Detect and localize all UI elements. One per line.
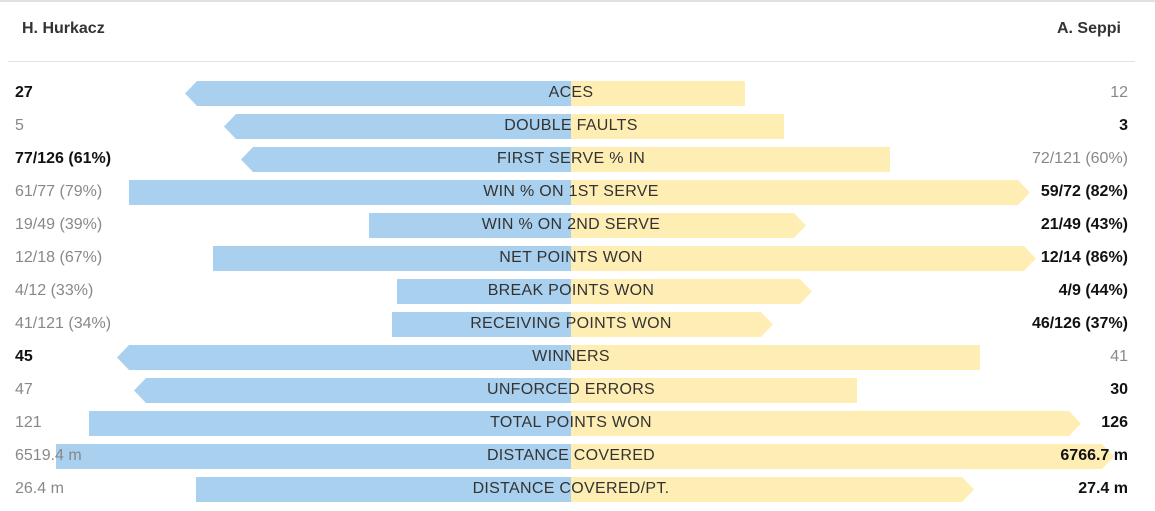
left-player-value: 5	[15, 117, 24, 134]
stat-label: TOTAL POINTS WON	[490, 414, 652, 431]
left-player-bar	[56, 444, 571, 469]
left-player-value: 6519.4 m	[15, 447, 82, 464]
right-player-bar	[571, 345, 980, 370]
stat-row: WIN % ON 2ND SERVE 19/49 (39%) 21/49 (43%)	[0, 209, 1155, 242]
right-player-bar	[571, 213, 806, 238]
right-player-value: 72/121 (60%)	[1031, 150, 1128, 167]
right-player-bar	[571, 312, 773, 337]
top-border	[0, 0, 1155, 2]
left-player-value: 41/121 (34%)	[15, 315, 112, 332]
player-right-name: A. Seppi	[1056, 20, 1121, 37]
right-player-bar	[571, 279, 812, 304]
stat-label: BREAK POINTS WON	[487, 282, 655, 299]
right-player-bar	[571, 81, 745, 106]
right-player-bar	[571, 477, 974, 502]
stat-label: WINNERS	[532, 348, 610, 365]
stat-row: FIRST SERVE % IN 77/126 (61%) 72/121 (60%)	[0, 143, 1155, 176]
left-player-value: 4/12 (33%)	[15, 282, 94, 299]
stat-label: NET POINTS WON	[499, 249, 643, 266]
stat-label: UNFORCED ERRORS	[486, 381, 656, 398]
left-player-bar	[369, 213, 571, 238]
stat-row: WINNERS 45 41	[0, 341, 1155, 374]
right-player-value: 12	[1110, 84, 1128, 101]
left-player-bar	[117, 345, 571, 370]
right-player-bar	[571, 114, 784, 139]
right-player-value: 126	[1101, 414, 1128, 431]
right-player-value: 30	[1110, 381, 1128, 398]
stat-label: DISTANCE COVERED/PT.	[472, 480, 670, 497]
left-player-value: 12/18 (67%)	[15, 249, 103, 266]
left-player-value: 19/49 (39%)	[15, 216, 103, 233]
left-player-value: 27	[15, 84, 33, 101]
stat-row: UNFORCED ERRORS 47 30	[0, 374, 1155, 407]
header-divider	[8, 61, 1135, 62]
stat-label: ACES	[548, 84, 594, 101]
left-player-bar	[196, 477, 571, 502]
left-player-bar	[241, 147, 571, 172]
left-player-bar	[129, 180, 571, 205]
right-player-value: 4/9 (44%)	[1058, 282, 1128, 299]
right-player-bar	[571, 378, 857, 403]
right-player-value: 21/49 (43%)	[1040, 216, 1128, 233]
left-player-bar	[397, 279, 571, 304]
right-player-bar	[571, 411, 1081, 436]
stat-row: TOTAL POINTS WON 121 126	[0, 407, 1155, 440]
player-left-name: H. Hurkacz	[22, 20, 105, 37]
stat-label: WIN % ON 2ND SERVE	[481, 216, 661, 233]
left-player-bar	[213, 246, 571, 271]
left-player-bar	[185, 81, 571, 106]
stat-row: DOUBLE FAULTS 5 3	[0, 110, 1155, 143]
stat-row: BREAK POINTS WON 4/12 (33%) 4/9 (44%)	[0, 275, 1155, 308]
stat-row: ACES 27 12	[0, 77, 1155, 110]
stat-label: RECEIVING POINTS WON	[470, 315, 672, 332]
right-player-bar	[571, 147, 890, 172]
right-player-value: 46/126 (37%)	[1031, 315, 1128, 332]
right-player-value: 41	[1110, 348, 1128, 365]
left-player-value: 47	[15, 381, 33, 398]
stat-row: NET POINTS WON 12/18 (67%) 12/14 (86%)	[0, 242, 1155, 275]
right-player-value: 3	[1119, 117, 1128, 134]
stat-label: DISTANCE COVERED	[486, 447, 656, 464]
left-player-bar	[89, 411, 571, 436]
right-player-bar	[571, 444, 1114, 469]
left-player-bar	[134, 378, 571, 403]
stat-label: WIN % ON 1ST SERVE	[483, 183, 659, 200]
left-player-value: 45	[15, 348, 33, 365]
left-player-value: 26.4 m	[15, 480, 64, 497]
right-player-value: 12/14 (86%)	[1040, 249, 1128, 266]
stat-label: DOUBLE FAULTS	[504, 117, 638, 134]
stat-row: RECEIVING POINTS WON 41/121 (34%) 46/126 (…	[0, 308, 1155, 341]
left-player-value: 61/77 (79%)	[15, 183, 103, 200]
left-player-bar	[224, 114, 571, 139]
left-player-value: 77/126 (61%)	[15, 150, 112, 167]
right-player-bar	[571, 180, 1030, 205]
left-player-bar	[392, 312, 571, 337]
right-player-bar	[571, 246, 1036, 271]
stat-row: DISTANCE COVERED 6519.4 m 6766.7 m	[0, 440, 1155, 473]
stat-row: DISTANCE COVERED/PT. 26.4 m 27.4 m	[0, 473, 1155, 506]
right-player-value: 6766.7 m	[1060, 447, 1128, 464]
stats-header: H. Hurkacz A. Seppi	[0, 0, 1155, 62]
stat-row: WIN % ON 1ST SERVE 61/77 (79%) 59/72 (82%)	[0, 176, 1155, 209]
stat-label: FIRST SERVE % IN	[496, 150, 646, 167]
right-player-value: 27.4 m	[1078, 480, 1128, 497]
left-player-value: 121	[15, 414, 42, 431]
right-player-value: 59/72 (82%)	[1040, 183, 1128, 200]
